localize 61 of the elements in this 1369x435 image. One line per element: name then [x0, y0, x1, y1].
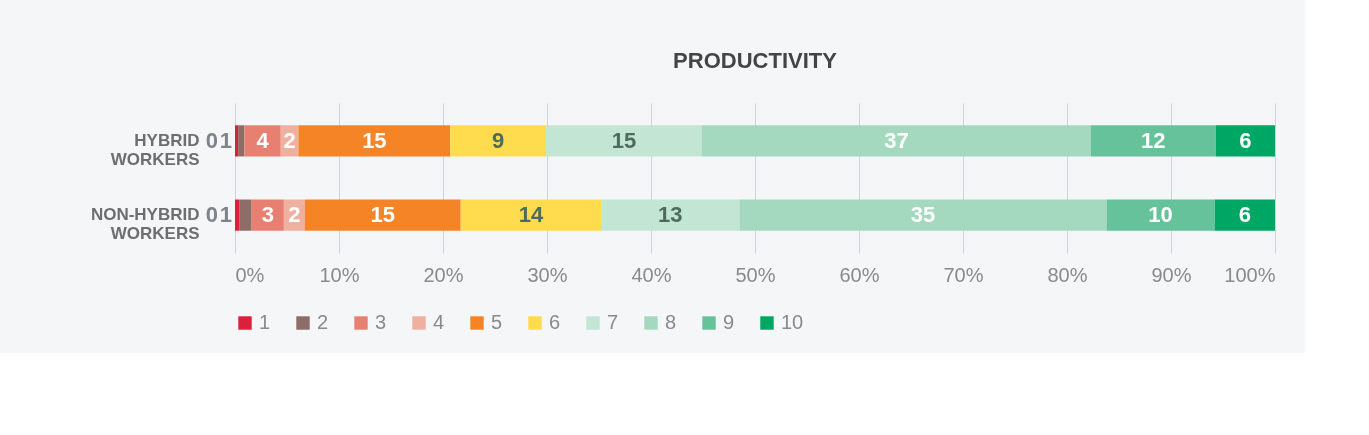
bar [450, 125, 546, 157]
data-label: 35 [910, 202, 936, 228]
data-label: 1 [219, 202, 232, 228]
data-label: 2 [288, 202, 301, 228]
data-label: 13 [658, 202, 683, 228]
bar [739, 199, 1107, 231]
data-label: 2 [283, 127, 296, 153]
data-label: 0 [205, 127, 218, 153]
data-label: 10 [1148, 202, 1173, 228]
bar [298, 125, 451, 157]
bar [244, 125, 281, 157]
data-label: 4 [256, 127, 270, 153]
bar [460, 199, 602, 231]
bar [235, 199, 240, 231]
bar [601, 199, 740, 231]
legend-label: 9 [723, 311, 735, 333]
x-tick-label: 100% [1224, 263, 1276, 286]
data-label: 12 [1141, 127, 1166, 153]
x-tick-label: 0% [235, 263, 265, 286]
legend-label: 1 [259, 311, 271, 333]
data-label: 1 [219, 127, 232, 153]
data-label: 37 [884, 127, 909, 153]
data-label: 15 [370, 202, 395, 228]
x-tick-label: 60% [839, 263, 880, 286]
legend-label: 3 [375, 311, 387, 333]
data-label: 3 [261, 202, 274, 228]
x-tick-label: 80% [1047, 263, 1088, 286]
data-label: 15 [611, 127, 637, 153]
legend-label: 8 [665, 311, 677, 333]
x-tick-label: 70% [943, 263, 984, 286]
legend-label: 2 [317, 311, 329, 333]
legend-label: 10 [781, 311, 804, 333]
data-label: 9 [491, 127, 505, 153]
x-tick-label: 50% [735, 263, 776, 286]
x-tick-label: 30% [527, 263, 568, 286]
bar [239, 199, 252, 231]
x-tick-label: 20% [423, 263, 464, 286]
x-tick-label: 40% [631, 263, 672, 286]
legend-label: 4 [433, 311, 445, 333]
bar [545, 125, 702, 157]
y-tick-label: HYBRID WORKERS [110, 130, 200, 169]
x-tick-label: 10% [319, 263, 360, 286]
legend-label: 6 [549, 311, 561, 333]
bar [304, 199, 461, 231]
bar [1106, 199, 1215, 231]
bar [1090, 125, 1216, 157]
legend-label: 5 [491, 311, 503, 333]
bar [238, 125, 245, 157]
bar [235, 125, 239, 157]
data-label: 14 [518, 202, 544, 228]
x-tick-label: 90% [1151, 263, 1192, 286]
bar [1215, 125, 1275, 157]
bar [701, 125, 1091, 157]
data-label: 6 [1239, 127, 1252, 153]
bar [1214, 199, 1275, 231]
data-label: 6 [1238, 202, 1251, 228]
legend-label: 7 [607, 311, 619, 333]
chart-title: PRODUCTIVITY [673, 48, 838, 73]
y-tick-label: NON-HYBRID WORKERS [90, 205, 200, 244]
data-label: 15 [362, 127, 387, 153]
data-label: 0 [205, 202, 218, 228]
